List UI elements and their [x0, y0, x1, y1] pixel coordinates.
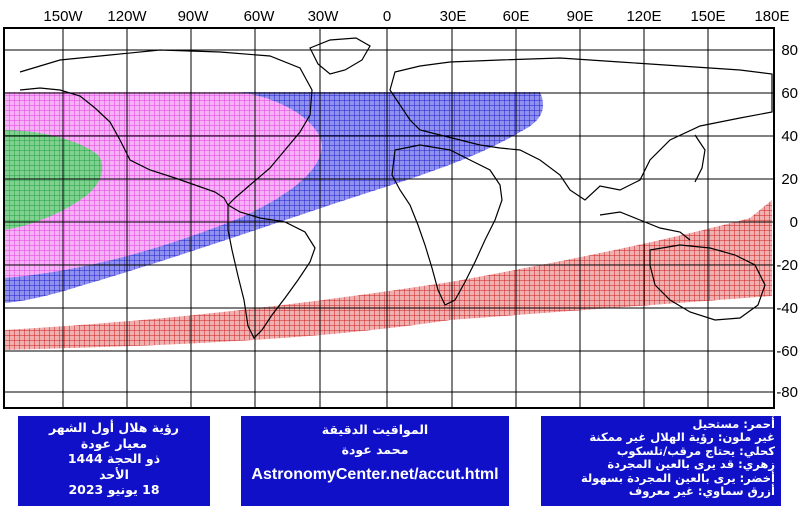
zone-may-see-pink — [4, 92, 322, 278]
legend-item-pink: زهري: قد يرى بالعين المجردة — [607, 457, 775, 472]
lon-label-90w: 90W — [178, 8, 210, 25]
lat-label-minus20: -20 — [776, 257, 798, 274]
map-frame — [3, 27, 775, 409]
lat-label-60: 60 — [781, 85, 798, 102]
lon-label-180e: 180E — [754, 8, 789, 25]
lat-label-minus80: -80 — [776, 384, 798, 401]
weekday: الأحد — [99, 466, 129, 482]
longitude-labels: 150W 120W 90W 60W 30W 0 30E 60E 90E 120E… — [43, 8, 789, 25]
legend-item-red: أحمر: مستحيل — [692, 417, 775, 431]
lat-label-40: 40 — [781, 128, 798, 145]
lon-label-120w: 120W — [107, 8, 147, 25]
lon-label-120e: 120E — [626, 8, 661, 25]
criterion-label: معيار عودة — [80, 435, 148, 451]
gregorian-date: 18 يونيو 2023 — [68, 482, 160, 497]
legend-item-navy: كحلي: يحتاج مرقب/تلسكوب — [616, 443, 775, 458]
legend-item-sky-blue: أزرق سماوي: غير معروف — [628, 484, 775, 499]
author-name: محمد عودة — [341, 442, 409, 457]
lon-label-30e: 30E — [440, 8, 467, 25]
lat-label-80: 80 — [781, 42, 798, 59]
lon-label-90e: 90E — [567, 8, 594, 25]
lon-label-150e: 150E — [690, 8, 725, 25]
lat-label-0: 0 — [790, 214, 798, 231]
lat-label-20: 20 — [781, 171, 798, 188]
source-url-link[interactable]: AstronomyCenter.net/accut.html — [251, 466, 499, 483]
lon-label-60w: 60W — [244, 8, 276, 25]
moon-sighting-info-box: رؤية هلال أول الشهر معيار عودة ذو الحجة … — [18, 416, 210, 506]
lat-label-minus40: -40 — [776, 300, 798, 317]
exact-times-label: المواقيت الدقيقة — [321, 422, 429, 437]
lon-label-30w: 30W — [308, 8, 340, 25]
legend-item-uncolored: غير ملون: رؤية الهلال غير ممكنة — [589, 430, 775, 445]
map-grid — [4, 28, 774, 408]
coastline-outline — [19, 37, 773, 340]
lon-label-0: 0 — [383, 8, 391, 25]
zone-easily-seen-green — [4, 130, 103, 230]
lat-label-minus60: -60 — [776, 343, 798, 360]
color-legend-box: أحمر: مستحيل غير ملون: رؤية الهلال غير م… — [541, 416, 781, 506]
lon-label-150w: 150W — [43, 8, 83, 25]
hijri-month: ذو الحجة 1444 — [67, 451, 161, 466]
box-title: رؤية هلال أول الشهر — [49, 420, 179, 435]
source-info-box: المواقيت الدقيقة محمد عودة AstronomyCent… — [241, 416, 509, 506]
latitude-labels: 80 60 40 20 0 -20 -40 -60 -80 — [776, 42, 798, 401]
legend-item-green: أخضر: يرى بالعين المجردة بسهولة — [580, 470, 775, 485]
lon-label-60e: 60E — [503, 8, 530, 25]
